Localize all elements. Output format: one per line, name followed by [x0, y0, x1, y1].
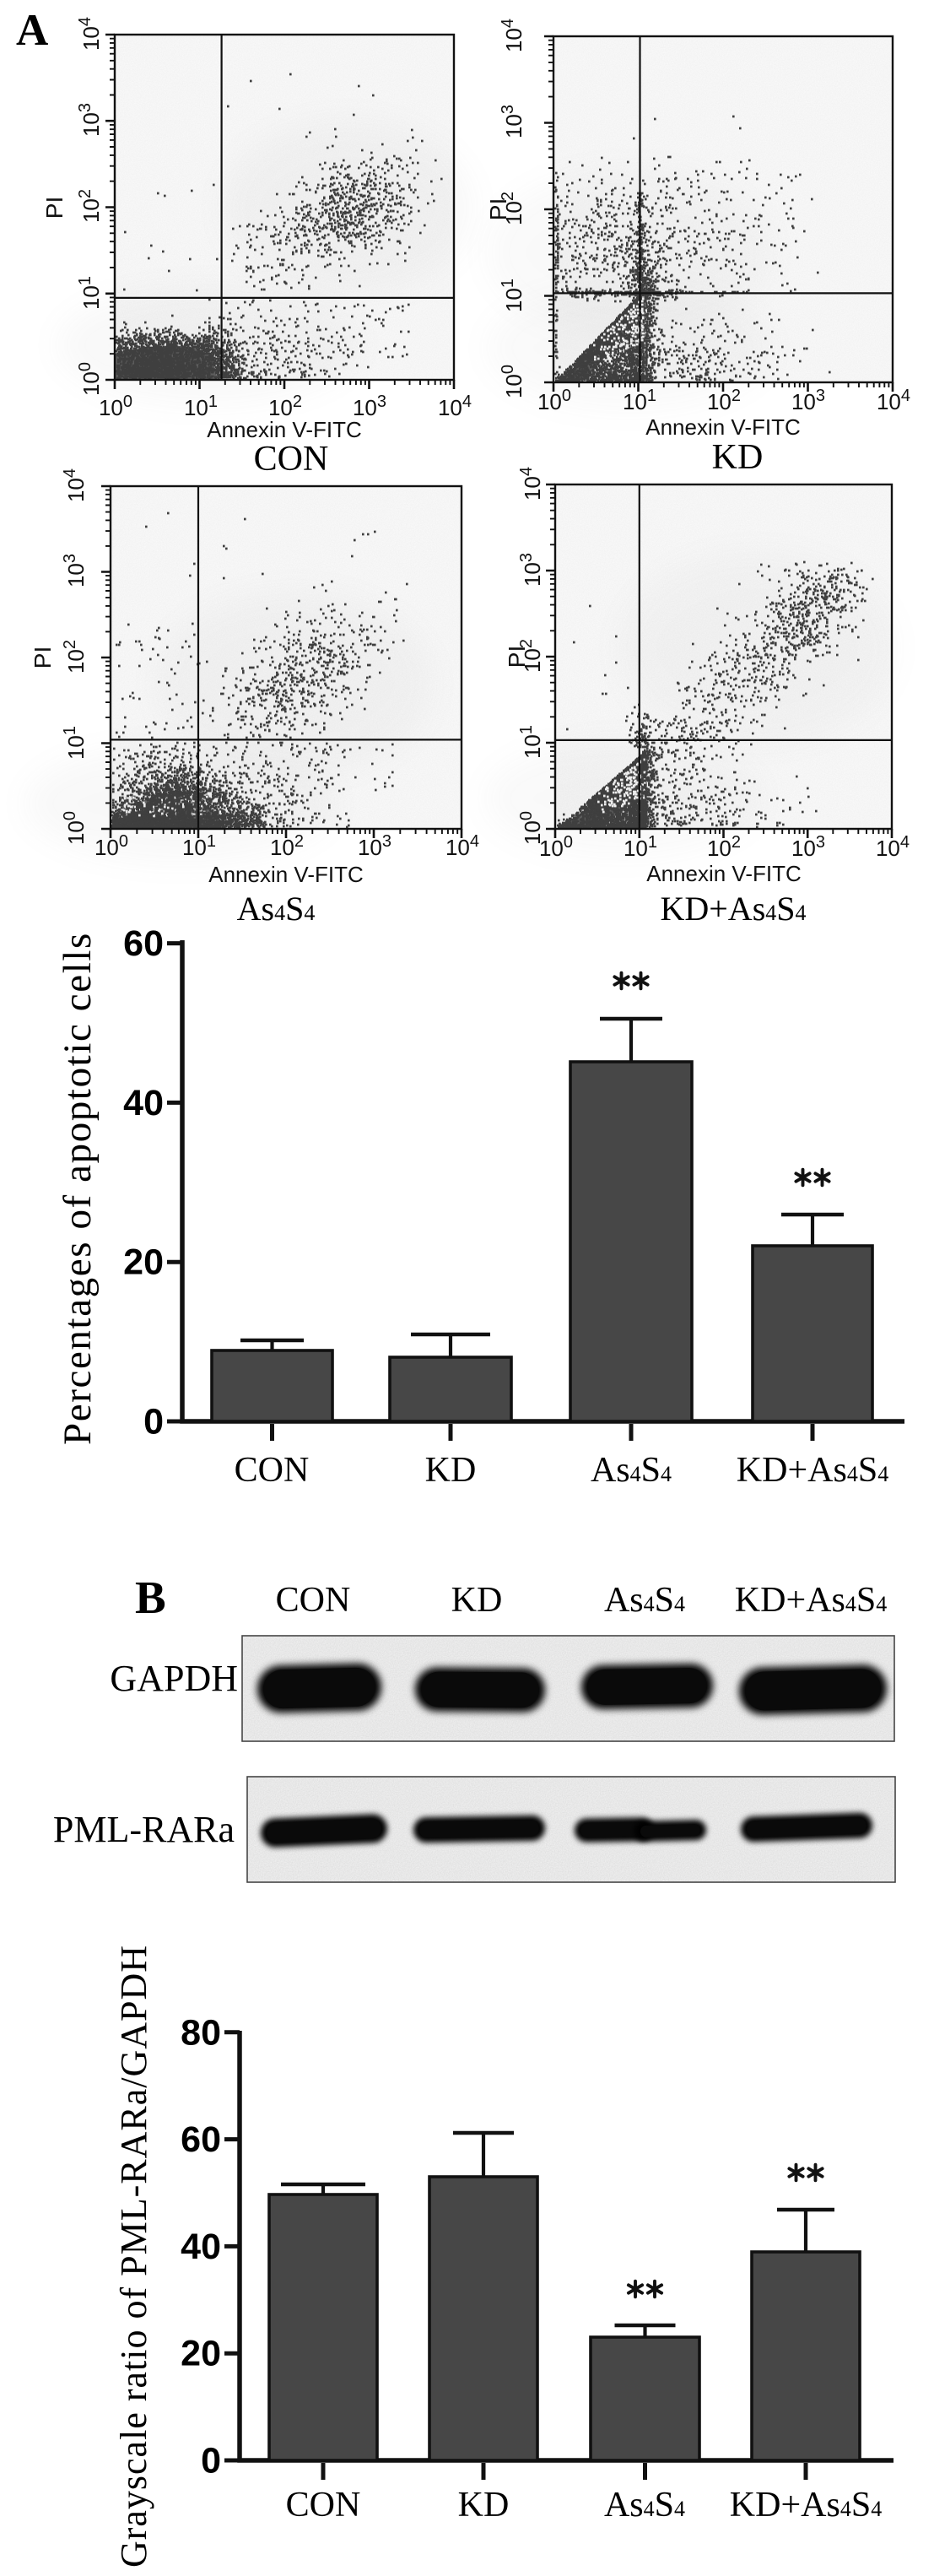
svg-text:Percentages of apoptotic cells: Percentages of apoptotic cells [56, 932, 100, 1445]
svg-text:80: 80 [181, 2012, 221, 2053]
svg-text:Annexin V-FITC: Annexin V-FITC [208, 862, 364, 887]
svg-text:KD: KD [712, 438, 764, 477]
svg-text:PML-RARa: PML-RARa [53, 1809, 235, 1850]
svg-text:CON: CON [276, 1581, 351, 1620]
svg-text:Annexin V-FITC: Annexin V-FITC [645, 414, 801, 440]
svg-text:20: 20 [181, 2334, 221, 2374]
svg-text:40: 40 [181, 2227, 221, 2267]
svg-text:A: A [16, 6, 48, 55]
svg-text:0: 0 [143, 1402, 164, 1442]
svg-text:102: 102 [499, 192, 526, 225]
svg-text:PI: PI [41, 197, 67, 219]
svg-text:CON: CON [254, 440, 329, 479]
svg-text:KD: KD [458, 2486, 510, 2525]
svg-text:As4S4: As4S4 [591, 1451, 672, 1490]
svg-text:60: 60 [123, 923, 164, 964]
svg-text:Grayscale ratio of PML-RARa/GA: Grayscale ratio of PML-RARa/GAPDH [113, 1945, 154, 2568]
svg-text:Annexin V-FITC: Annexin V-FITC [207, 417, 362, 442]
svg-text:KD+As4S4: KD+As4S4 [737, 1451, 888, 1490]
svg-text:PI: PI [30, 647, 56, 668]
svg-text:60: 60 [181, 2119, 221, 2160]
svg-text:KD+As4S4: KD+As4S4 [735, 1581, 887, 1620]
svg-text:CON: CON [286, 2486, 361, 2525]
svg-text:KD+As4S4: KD+As4S4 [730, 2486, 882, 2525]
svg-text:CON: CON [235, 1451, 310, 1490]
svg-text:Annexin V-FITC: Annexin V-FITC [646, 861, 802, 886]
svg-text:GAPDH: GAPDH [110, 1658, 238, 1699]
svg-text:103: 103 [517, 553, 545, 587]
svg-text:KD: KD [425, 1451, 477, 1490]
svg-text:40: 40 [123, 1083, 164, 1123]
svg-text:100: 100 [76, 362, 104, 396]
svg-text:20: 20 [123, 1242, 164, 1283]
svg-text:PI: PI [485, 198, 511, 220]
svg-text:KD: KD [451, 1581, 503, 1620]
svg-text:PI: PI [504, 646, 530, 668]
svg-text:B: B [135, 1572, 166, 1623]
svg-text:0: 0 [201, 2441, 221, 2481]
svg-text:KD+As4S4: KD+As4S4 [660, 890, 806, 928]
